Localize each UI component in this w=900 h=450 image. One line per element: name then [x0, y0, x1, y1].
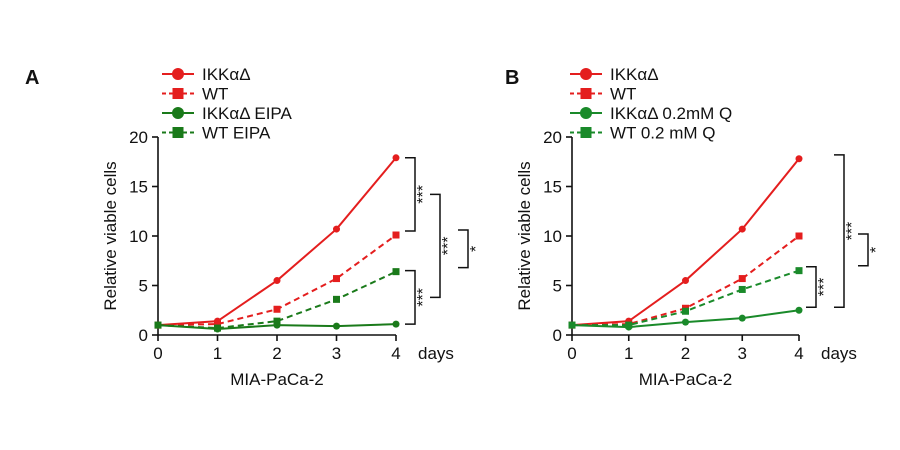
data-point [392, 268, 400, 276]
legend-label: IKKαΔ [610, 65, 659, 84]
legend-marker [172, 68, 184, 80]
panel-label: B [505, 67, 519, 89]
series-line [157, 157, 397, 327]
data-point [795, 306, 803, 314]
legend-marker [580, 107, 592, 119]
x-axis-label: MIA-PaCa-2 [639, 370, 733, 389]
y-tick-label: 20 [543, 128, 562, 147]
data-point [795, 267, 803, 275]
data-point [738, 285, 746, 293]
data-point [333, 295, 340, 303]
data-point [273, 305, 281, 313]
legend-marker [172, 107, 184, 119]
panel-label: A [25, 67, 39, 89]
series-line [157, 270, 397, 330]
data-point [568, 321, 576, 329]
legend-label: IKKαΔ EIPA [202, 104, 293, 123]
legend-label: WT EIPA [202, 124, 271, 143]
legend-label: IKKαΔ [202, 65, 251, 84]
y-tick-label: 20 [129, 128, 148, 147]
x-tick-label: 1 [213, 344, 222, 363]
significance-label: * [468, 246, 485, 252]
y-tick-label: 5 [139, 277, 148, 296]
x-tick-label: 3 [738, 344, 747, 363]
data-point [273, 317, 281, 325]
significance-bracket [430, 193, 441, 299]
x-unit-label: days [418, 344, 454, 363]
series-line [571, 158, 800, 327]
y-tick-label: 0 [553, 326, 562, 345]
y-tick-label: 15 [129, 178, 148, 197]
legend-marker [580, 68, 592, 80]
significance-bracket [858, 233, 869, 267]
data-point [795, 232, 803, 240]
data-point [214, 324, 221, 332]
data-point [392, 320, 400, 328]
data-point [682, 277, 689, 285]
significance-label: *** [844, 222, 861, 241]
x-tick-label: 4 [391, 344, 400, 363]
significance-bracket [834, 154, 845, 309]
data-point [214, 320, 221, 328]
legend-marker [580, 127, 592, 138]
data-point [154, 321, 162, 329]
data-point [738, 275, 746, 283]
legend-label: WT 0.2 mM Q [610, 124, 715, 143]
data-point [333, 225, 340, 233]
data-point [625, 321, 633, 329]
significance-label: *** [415, 185, 432, 204]
y-axis-label: Relative viable cells [515, 161, 534, 310]
significance-bracket [458, 229, 469, 269]
legend-label: WT [202, 85, 228, 104]
legend-label: WT [610, 85, 636, 104]
x-tick-label: 0 [153, 344, 162, 363]
data-point [392, 154, 400, 162]
y-tick-label: 5 [553, 277, 562, 296]
significance-label: *** [440, 237, 457, 256]
x-tick-label: 2 [681, 344, 690, 363]
data-point [392, 231, 400, 239]
data-point [273, 277, 281, 285]
significance-bracket [405, 157, 416, 232]
data-point [682, 307, 689, 315]
x-tick-label: 2 [272, 344, 281, 363]
data-point [333, 275, 340, 283]
data-point [795, 155, 803, 163]
legend-marker [172, 88, 184, 99]
x-unit-label: days [821, 344, 857, 363]
significance-label: *** [415, 288, 432, 307]
significance-bracket [806, 265, 817, 309]
x-tick-label: 1 [624, 344, 633, 363]
data-point [333, 322, 340, 330]
data-point [682, 318, 689, 326]
x-tick-label: 4 [794, 344, 803, 363]
significance-label: * [868, 247, 885, 253]
legend-marker [580, 88, 592, 99]
y-tick-label: 0 [139, 326, 148, 345]
x-tick-label: 3 [332, 344, 341, 363]
y-axis-label: Relative viable cells [101, 161, 120, 310]
data-point [738, 314, 746, 322]
x-axis-label: MIA-PaCa-2 [230, 370, 324, 389]
y-tick-label: 15 [543, 178, 562, 197]
data-point [738, 225, 746, 233]
significance-bracket [405, 269, 416, 325]
legend-marker [172, 127, 184, 138]
y-tick-label: 10 [129, 227, 148, 246]
legend-label: IKKαΔ 0.2mM Q [610, 104, 732, 123]
panel-a: A 0 5 10 15 20 0 1 2 3 4 days MIA-PaCa-2 Relative via… [25, 65, 485, 389]
x-tick-label: 0 [567, 344, 576, 363]
y-tick-label: 10 [543, 227, 562, 246]
panel-b: B 0 5 10 15 20 0 1 2 3 4 days MIA-PaCa-2 Relative via… [505, 65, 885, 389]
significance-label: *** [816, 278, 833, 297]
